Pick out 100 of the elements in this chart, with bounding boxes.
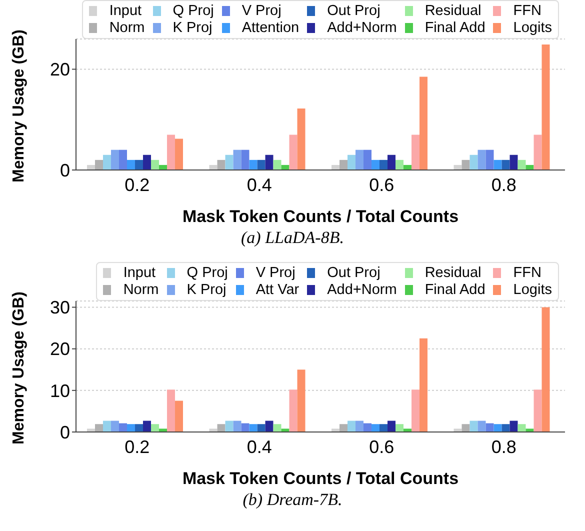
- legend-label: FFN: [513, 265, 542, 281]
- x-tick-label: 0.4: [246, 174, 272, 195]
- bar: [281, 428, 290, 432]
- bar: [470, 154, 478, 170]
- bar: [510, 420, 518, 432]
- bar: [542, 44, 550, 170]
- bar: [289, 134, 298, 170]
- bar: [396, 160, 404, 170]
- bar: [526, 428, 534, 432]
- legend-label: Norm: [109, 20, 145, 36]
- legend-label: Att Var: [256, 282, 300, 298]
- bar: [249, 424, 258, 432]
- bar: [404, 428, 412, 432]
- bar: [167, 134, 176, 170]
- bar: [340, 160, 348, 170]
- legend-label: FFN: [513, 3, 542, 19]
- bar: [510, 154, 518, 170]
- bar: [159, 428, 168, 432]
- y-tick-label: 10: [50, 380, 70, 401]
- legend-label: Q Proj: [172, 3, 214, 19]
- bar: [127, 160, 136, 170]
- bar: [217, 160, 226, 170]
- bar: [462, 424, 470, 432]
- y-axis-title: Memory Usage (GB): [10, 292, 28, 444]
- legend-label: Final Add: [424, 282, 486, 298]
- bar: [103, 154, 112, 170]
- bar: [412, 134, 420, 170]
- bar: [167, 390, 176, 432]
- bar: [151, 160, 160, 170]
- x-tick-label: 0.8: [491, 174, 516, 195]
- bar: [175, 138, 184, 170]
- legend-label: Input: [123, 265, 156, 281]
- bar: [332, 428, 340, 432]
- x-tick-label: 0.6: [369, 174, 394, 195]
- x-tick-label: 0.6: [369, 436, 394, 457]
- text: (a) LLaDA-8B.: [240, 228, 345, 248]
- legend-label: Norm: [123, 282, 159, 298]
- bar: [380, 160, 388, 170]
- bar: [297, 370, 306, 432]
- bar: [356, 150, 364, 170]
- x-tick-label: 0.2: [124, 174, 150, 195]
- bar: [356, 420, 364, 432]
- bar: [388, 154, 396, 170]
- bar: [502, 160, 510, 170]
- x-tick-label: 0.8: [491, 436, 516, 457]
- bar: [119, 423, 128, 432]
- bar: [412, 390, 420, 432]
- bar: [257, 160, 266, 170]
- legend-label: Add+Norm: [327, 282, 397, 298]
- bar: [265, 154, 274, 170]
- bar: [494, 424, 502, 432]
- bar: [534, 134, 542, 170]
- y-tick-label: 30: [50, 298, 70, 318]
- legend-label: Input: [109, 3, 142, 19]
- bar: [494, 160, 502, 170]
- bar: [348, 154, 356, 170]
- bar: [273, 160, 282, 170]
- bar: [388, 420, 396, 432]
- bar: [225, 154, 234, 170]
- bar: [175, 400, 184, 432]
- bar: [257, 424, 266, 432]
- bar: [225, 420, 234, 432]
- bar: [249, 160, 258, 170]
- bar: [273, 424, 282, 432]
- bar: [478, 420, 486, 432]
- x-tick-label: 0.2: [124, 436, 150, 457]
- bar: [151, 424, 160, 432]
- bar: [143, 420, 152, 432]
- bar: [542, 307, 550, 432]
- bar: [462, 160, 470, 170]
- bar: [372, 160, 380, 170]
- legend-label: Final Add: [424, 20, 486, 36]
- bar: [420, 76, 428, 170]
- legend-label: Logits: [513, 20, 552, 36]
- bar: [233, 150, 242, 170]
- bar: [364, 423, 372, 432]
- bar: [135, 424, 144, 432]
- bar: [87, 428, 96, 432]
- bar: [135, 160, 144, 170]
- bar: [143, 154, 152, 170]
- bar: [265, 420, 274, 432]
- bar: [470, 420, 478, 432]
- bar: [420, 338, 428, 432]
- bar: [502, 424, 510, 432]
- legend-label: Attention: [242, 20, 300, 36]
- bar: [518, 424, 526, 432]
- y-tick-label: 20: [50, 60, 70, 80]
- legend-label: Residual: [424, 3, 482, 19]
- bar: [111, 150, 120, 170]
- bar: [217, 424, 226, 432]
- y-axis-title: Memory Usage (GB): [10, 30, 28, 182]
- legend-label: V Proj: [256, 265, 296, 281]
- x-axis-title: Mask Token Counts / Total Counts: [182, 469, 459, 488]
- bar: [478, 150, 486, 170]
- legend-label: K Proj: [172, 20, 212, 36]
- bar: [119, 150, 128, 170]
- bar: [348, 420, 356, 432]
- legend-label: V Proj: [242, 3, 282, 19]
- bar: [111, 420, 120, 432]
- bar: [289, 390, 298, 432]
